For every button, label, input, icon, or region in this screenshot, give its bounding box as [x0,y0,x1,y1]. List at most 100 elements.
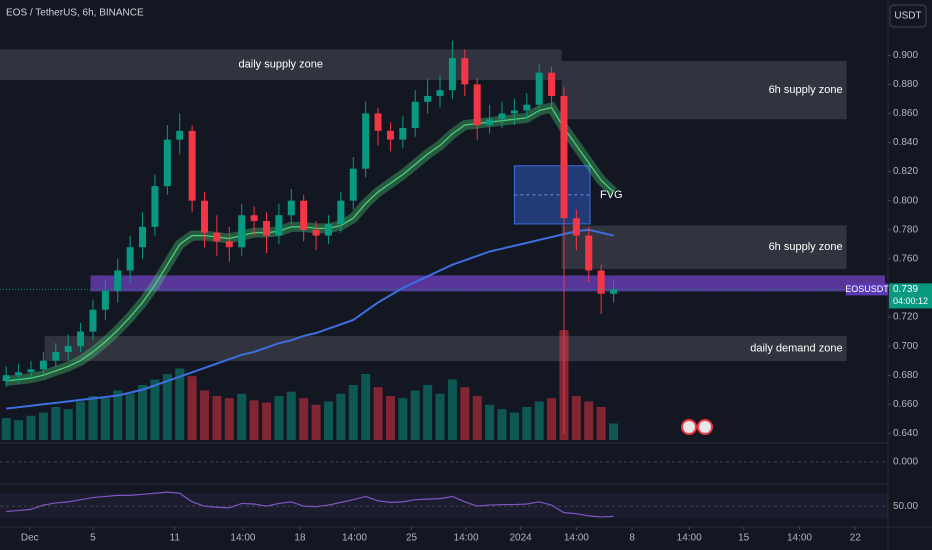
candle-body [349,168,357,201]
currency-label[interactable]: USDT [894,11,921,22]
candle-body [101,290,109,310]
rsi-line [6,491,614,518]
candle-body [610,289,618,294]
zone [44,336,847,362]
volume-bar [100,398,110,440]
candle-body [89,309,97,332]
candle-body [151,186,159,227]
volume-bar [571,396,581,440]
chart-title: EOS / TetherUS, 6h, BINANCE [6,8,144,19]
candle-body [201,200,209,233]
volume-bar [522,407,532,440]
candle-body [2,375,10,382]
volume-bar [224,398,234,440]
event-icons [681,419,713,435]
candle-body [411,101,419,128]
candle-body [386,130,394,140]
zone-label: daily supply zone [239,59,323,71]
volume-bar [299,398,309,440]
candle-body [486,119,494,126]
candle-body [275,215,283,236]
volume-bar [497,409,507,440]
volume-bar [435,393,445,440]
candle-body [535,72,543,105]
candle-body [176,130,184,140]
ma-line [6,228,614,410]
y-tick-label: 0.840 [893,137,918,148]
symbol-label: EOSUSDT [845,284,889,294]
candle-body [324,223,332,236]
volume-bar [261,402,271,440]
y-tick-label: 0.800 [893,195,918,206]
candle-body [399,127,407,140]
macd-tick-label: 0.000 [893,457,918,468]
candle-body [238,215,246,248]
y-tick-label: 0.640 [893,428,918,439]
y-tick-label: 0.860 [893,108,918,119]
currency-button[interactable] [889,4,927,28]
event-icon[interactable] [681,419,697,435]
volume-bar [76,401,86,440]
candle-body [448,58,456,91]
candle-body [225,241,233,248]
x-tick-label: 22 [850,533,862,544]
x-tick-label: 14:00 [342,533,367,544]
volume-bar [485,404,495,440]
ema-line [6,106,614,382]
y-tick-label: 0.700 [893,341,918,352]
volume-bar [88,396,98,440]
volume-bar [423,385,433,440]
candle-body [312,229,320,236]
candle-body [498,113,506,120]
zone [561,61,847,120]
candle-body [572,218,580,236]
x-tick-label: 8 [629,533,635,544]
volume-bar [460,387,470,440]
y-tick-label: 0.760 [893,253,918,264]
volume-bar [63,409,73,440]
candle-body [548,72,556,96]
zone-label: 6h supply zone [769,84,843,96]
rsi-tick-label: 50.00 [893,501,918,512]
candle-body [337,200,345,224]
x-tick-label: 14:00 [564,533,589,544]
event-icon[interactable] [697,419,713,435]
y-tick-label: 0.880 [893,79,918,90]
volume-bar [1,418,11,440]
volume-bar [609,423,619,440]
volume-bar [534,401,544,440]
candle-body [424,95,432,102]
volume-bar [472,396,482,440]
x-tick-label: 14:00 [677,533,702,544]
volume-bar [38,412,48,440]
candle-body [163,139,171,187]
volume-bar [447,379,457,440]
candle-body [126,247,134,271]
x-tick-label: 15 [738,533,750,544]
volume-bar [361,374,371,440]
last-price-label: 0.739 [893,284,918,295]
candle-body [374,113,382,131]
candle-body [114,270,122,291]
volume-bar [410,390,420,440]
x-tick-label: 14:00 [230,533,255,544]
volume-bar [311,404,321,440]
candle-body [188,130,196,201]
candle-body [64,346,72,352]
candle-body [585,235,593,271]
volume-bar [584,401,594,440]
zone [561,225,847,270]
candle-body [39,360,47,370]
candle-body [473,84,481,126]
volume-bar [125,393,135,440]
x-tick-label: 5 [90,533,96,544]
y-tick-label: 0.680 [893,370,918,381]
price-tag [889,283,932,309]
symbol-tag [846,283,888,296]
candle-body [27,369,35,373]
candle-body [461,58,469,85]
volume-bar [596,407,606,440]
volume-bar [162,374,172,440]
volume-bar [323,401,333,440]
